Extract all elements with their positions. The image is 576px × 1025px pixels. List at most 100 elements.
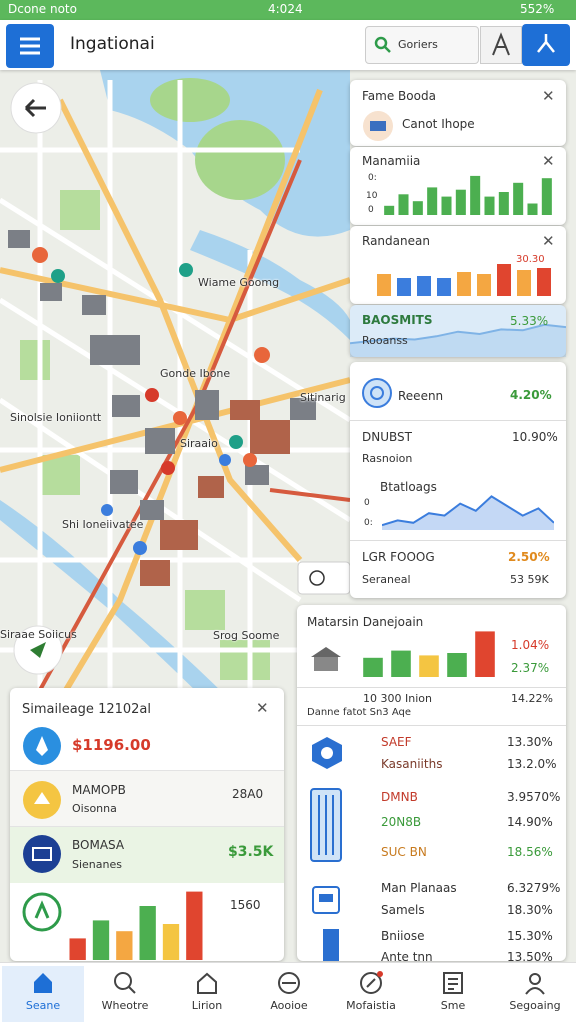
row-icon <box>323 929 339 961</box>
stat-value: 10.90% <box>512 430 558 444</box>
area <box>350 324 566 357</box>
mini-chart <box>384 175 552 215</box>
divider <box>297 687 566 688</box>
building-icon <box>311 647 341 671</box>
row-label: Man Planaas <box>381 881 457 895</box>
line <box>350 323 566 345</box>
row-icon <box>22 892 62 932</box>
nav-icon <box>278 972 300 994</box>
stats-card[interactable]: Reeenn 4.20% DNUBST 10.90% Rasnoion Btat… <box>350 362 566 598</box>
chart-label: 30.30 <box>516 254 545 265</box>
map-label: Wiame Goomg <box>198 276 280 289</box>
search-placeholder: Goriers <box>398 38 438 51</box>
row-value: 3.9570% <box>507 790 561 804</box>
close-button[interactable]: ✕ <box>256 699 269 717</box>
card-title: BAOSMITS <box>362 313 433 327</box>
chart-card[interactable]: Randanean ✕ 30.30 <box>350 226 566 304</box>
bar <box>92 920 110 960</box>
nav-item[interactable]: Wheotre <box>84 966 166 1022</box>
bar <box>497 264 511 296</box>
stat-label: LGR FOOOG <box>362 550 435 564</box>
bar <box>397 278 411 296</box>
row-value: 28A0 <box>232 787 264 801</box>
mileage-card[interactable]: Simaileage 12102al ✕ $1196.00 MAMOPB Ois… <box>10 688 284 961</box>
row-value: 13.30% <box>507 735 553 749</box>
row-label: Bniiose <box>381 929 425 943</box>
account-button[interactable] <box>480 26 522 64</box>
row-icon <box>312 737 342 769</box>
nav-item[interactable]: Mofaistia <box>330 966 412 1022</box>
bar <box>116 931 133 960</box>
bar <box>139 906 156 960</box>
bar <box>455 189 466 215</box>
bar <box>186 891 203 960</box>
row-sub: Oisonna <box>72 802 117 815</box>
row-value: 13.50% <box>507 950 553 964</box>
map-label: Srog Soome <box>213 629 280 642</box>
card-title: Randanean <box>362 234 430 248</box>
summary-value: 14.22% <box>511 692 553 705</box>
card-title: Matarsin Danejoain <box>307 615 424 629</box>
axis-label: 0: <box>364 518 373 528</box>
mini-chart <box>350 323 566 357</box>
bar <box>475 631 495 677</box>
row-value: $3.5K <box>228 844 274 860</box>
menu-button[interactable] <box>6 24 54 68</box>
card-title: Simaileage 12102al <box>22 702 151 717</box>
row-icon <box>310 788 342 862</box>
axis-label: 0: <box>368 173 377 183</box>
row-value: $1196.00 <box>72 736 151 754</box>
row-icon <box>23 835 61 873</box>
nav-item[interactable]: Aooioe <box>248 966 330 1022</box>
stat-sub-value: 53 59K <box>510 573 549 586</box>
battery: 552% <box>520 2 555 16</box>
bar <box>412 201 423 215</box>
chart-card[interactable]: Manamiia ✕ 0: 10 0 <box>350 147 566 225</box>
bar <box>537 268 551 296</box>
nav-item[interactable]: Lirion <box>166 966 248 1022</box>
trend-card[interactable]: BAOSMITS 5.33% Rooanss <box>350 305 566 357</box>
close-button[interactable]: ✕ <box>542 152 555 170</box>
map-label: Siraaio <box>180 437 218 450</box>
row-value: 6.3279% <box>507 881 561 895</box>
bar <box>447 653 467 677</box>
nav-label: Wheotre <box>101 999 149 1012</box>
row-value: 1560 <box>230 898 261 912</box>
axis-label: 0 <box>364 498 370 508</box>
nav-item[interactable]: Seane <box>2 966 84 1022</box>
app-title: Ingationai <box>70 34 155 54</box>
locate-button[interactable] <box>522 24 570 66</box>
map-label: Siraae Soiicus <box>0 628 77 641</box>
nav-item[interactable]: Segoaing <box>494 966 576 1022</box>
bar <box>484 196 495 215</box>
search-field[interactable]: Goriers <box>365 26 479 64</box>
stat-sub: Rasnoion <box>362 452 413 465</box>
nav-icon <box>443 972 463 994</box>
axis-label: 10 <box>366 191 378 201</box>
place-card[interactable]: Fame Booda ✕ Canot Ihope <box>350 80 566 146</box>
nav-label: Segoaing <box>509 999 561 1012</box>
account-icon <box>492 32 510 56</box>
row-label: DMNB <box>381 790 418 804</box>
map-label: Sitinarig <box>300 391 346 404</box>
summary-card[interactable]: Matarsin Danejoain 1.04% 2.37% 10 300 In… <box>297 605 566 964</box>
area <box>382 496 554 530</box>
bar <box>513 182 524 215</box>
row-label: MAMOPB <box>72 783 126 797</box>
close-button[interactable]: ✕ <box>542 87 555 105</box>
nav-label: Mofaistia <box>346 999 396 1012</box>
stat-label: Reeenn <box>398 389 444 403</box>
divider <box>350 540 566 541</box>
row-value: 15.30% <box>507 929 553 943</box>
nav-icon <box>360 971 383 994</box>
stat-label: Btatloags <box>380 480 437 494</box>
nav-item[interactable]: Sme <box>412 966 494 1022</box>
bar <box>441 196 452 215</box>
nav-icon <box>34 973 52 993</box>
status-bar: Dcone noto 4:024 552% <box>0 0 576 20</box>
close-button[interactable]: ✕ <box>542 232 555 250</box>
row-sub: Sienanes <box>72 858 122 871</box>
bar <box>477 274 491 296</box>
row-label: Ante tnn <box>381 950 433 964</box>
card-value: 1.04% <box>511 638 550 652</box>
